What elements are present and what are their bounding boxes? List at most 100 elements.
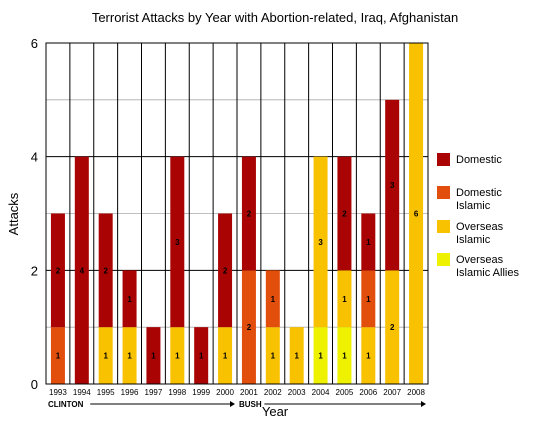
y-tick-label: 0	[31, 377, 38, 392]
x-tick-label: 1998	[168, 388, 186, 397]
bar-overseas-islamic-2002	[265, 327, 280, 384]
x-tick-label: 2003	[288, 388, 306, 397]
legend-label: Overseas	[456, 254, 504, 266]
segment-value-label: 3	[318, 238, 323, 247]
bar-overseas-islamic-2007	[385, 270, 400, 384]
bar-domestic-2000	[218, 213, 233, 328]
segment-value-label: 1	[271, 295, 276, 304]
x-tick-label: 1995	[97, 388, 115, 397]
era-label: CLINTON	[48, 400, 84, 409]
x-tick-label: 2008	[407, 388, 425, 397]
x-tick-label: 1993	[49, 388, 67, 397]
segment-value-label: 1	[127, 352, 132, 361]
segment-value-label: 1	[199, 352, 204, 361]
presidency-eras: CLINTON BUSH	[48, 400, 426, 409]
segment-value-label: 1	[223, 352, 228, 361]
x-tick-label: 1994	[73, 388, 91, 397]
legend: DomesticDomesticIslamicOverseasIslamicOv…	[437, 153, 519, 279]
bar-overseas-islamic-2008	[409, 43, 424, 384]
bar-overseas-islamic-1996	[122, 327, 137, 384]
legend-label: Islamic	[456, 200, 491, 212]
era-arrow-head	[230, 401, 235, 407]
segment-value-label: 1	[175, 352, 180, 361]
segment-value-label: 2	[342, 210, 347, 219]
bar-domestic-1997	[146, 327, 161, 384]
bar-overseas-islamic-2006	[361, 327, 376, 384]
bar-overseas-islamic-1995	[98, 327, 113, 384]
segment-value-label: 1	[366, 352, 371, 361]
bars: 1 2 4 1 2 1 1 1 1 3 1 1 2 2 2 1 1 1 1 3 1 1 2 1 1 1 2 3 6	[50, 43, 424, 384]
legend-label: Islamic Allies	[456, 267, 519, 279]
segment-value-label: 2	[56, 266, 61, 275]
bar-domestic-2005	[337, 156, 352, 271]
segment-value-label: 1	[318, 352, 323, 361]
x-tick-label: 1997	[145, 388, 163, 397]
chart-title: Terrorist Attacks by Year with Abortion-…	[92, 10, 458, 25]
y-axis-title: Attacks	[6, 192, 21, 235]
axes: 0 2 4 6 1993 1994 1995 1996 1997 1998 1999 2000 2001…	[31, 36, 429, 397]
x-tick-label: 2002	[264, 388, 282, 397]
segment-value-label: 2	[390, 323, 395, 332]
segment-value-label: 1	[366, 238, 371, 247]
segment-value-label: 1	[151, 352, 156, 361]
legend-swatch	[437, 253, 450, 266]
x-tick-label: 2001	[240, 388, 258, 397]
segment-value-label: 1	[342, 352, 347, 361]
segment-value-label: 2	[247, 323, 252, 332]
bar-overseas-islamic-allies-2005	[337, 327, 352, 384]
bar-overseas-islamic-2003	[289, 327, 304, 384]
segment-value-label: 3	[390, 181, 395, 190]
bar-domestic-1998	[170, 156, 185, 328]
bar-overseas-islamic-2000	[218, 327, 233, 384]
segment-value-label: 4	[80, 266, 85, 275]
bar-domestic-1999	[194, 327, 209, 384]
segment-value-label: 1	[271, 352, 276, 361]
x-tick-label: 2007	[383, 388, 401, 397]
segment-value-label: 2	[103, 266, 108, 275]
era-arrow-head	[421, 401, 426, 407]
segment-value-label: 1	[366, 295, 371, 304]
x-tick-label: 1996	[121, 388, 139, 397]
segment-value-label: 2	[247, 210, 252, 219]
bar-overseas-islamic-allies-2004	[313, 327, 328, 384]
bar-domestic-islamic-2006	[361, 270, 376, 328]
bar-domestic-2001	[241, 156, 256, 271]
x-axis-title: Year	[262, 404, 289, 419]
x-tick-label: 2000	[216, 388, 234, 397]
bar-domestic-1993	[50, 213, 65, 328]
grid-lines	[45, 42, 429, 385]
bar-overseas-islamic-2004	[313, 156, 328, 328]
bar-domestic-islamic-2002	[265, 270, 280, 328]
y-tick-label: 4	[31, 150, 38, 165]
x-tick-label: 1999	[192, 388, 210, 397]
bar-domestic-1996	[122, 270, 137, 328]
legend-label: Domestic	[456, 154, 502, 166]
legend-swatch	[437, 186, 450, 199]
y-tick-label: 6	[31, 36, 38, 51]
segment-value-label: 1	[342, 295, 347, 304]
bar-domestic-2007	[385, 99, 400, 271]
plot-frame	[45, 42, 429, 385]
era-label: BUSH	[239, 400, 262, 409]
segment-value-label: 1	[127, 295, 132, 304]
segment-value-label: 3	[175, 238, 180, 247]
segment-value-label: 6	[414, 210, 419, 219]
legend-label: Domestic	[456, 187, 502, 199]
bar-domestic-1994	[74, 156, 89, 384]
legend-swatch	[437, 153, 450, 166]
segment-value-label: 1	[294, 352, 299, 361]
bar-domestic-2006	[361, 213, 376, 271]
x-tick-label: 2005	[336, 388, 354, 397]
bar-domestic-islamic-1993	[50, 327, 65, 384]
legend-swatch	[437, 220, 450, 233]
segment-value-label: 2	[223, 266, 228, 275]
x-tick-label: 2006	[359, 388, 377, 397]
segment-value-label: 1	[103, 352, 108, 361]
x-tick-label: 2004	[312, 388, 330, 397]
bar-overseas-islamic-1998	[170, 327, 185, 384]
y-tick-label: 2	[31, 263, 38, 278]
legend-label: Overseas	[456, 221, 504, 233]
bar-overseas-islamic-2005	[337, 270, 352, 328]
legend-label: Islamic	[456, 234, 491, 246]
